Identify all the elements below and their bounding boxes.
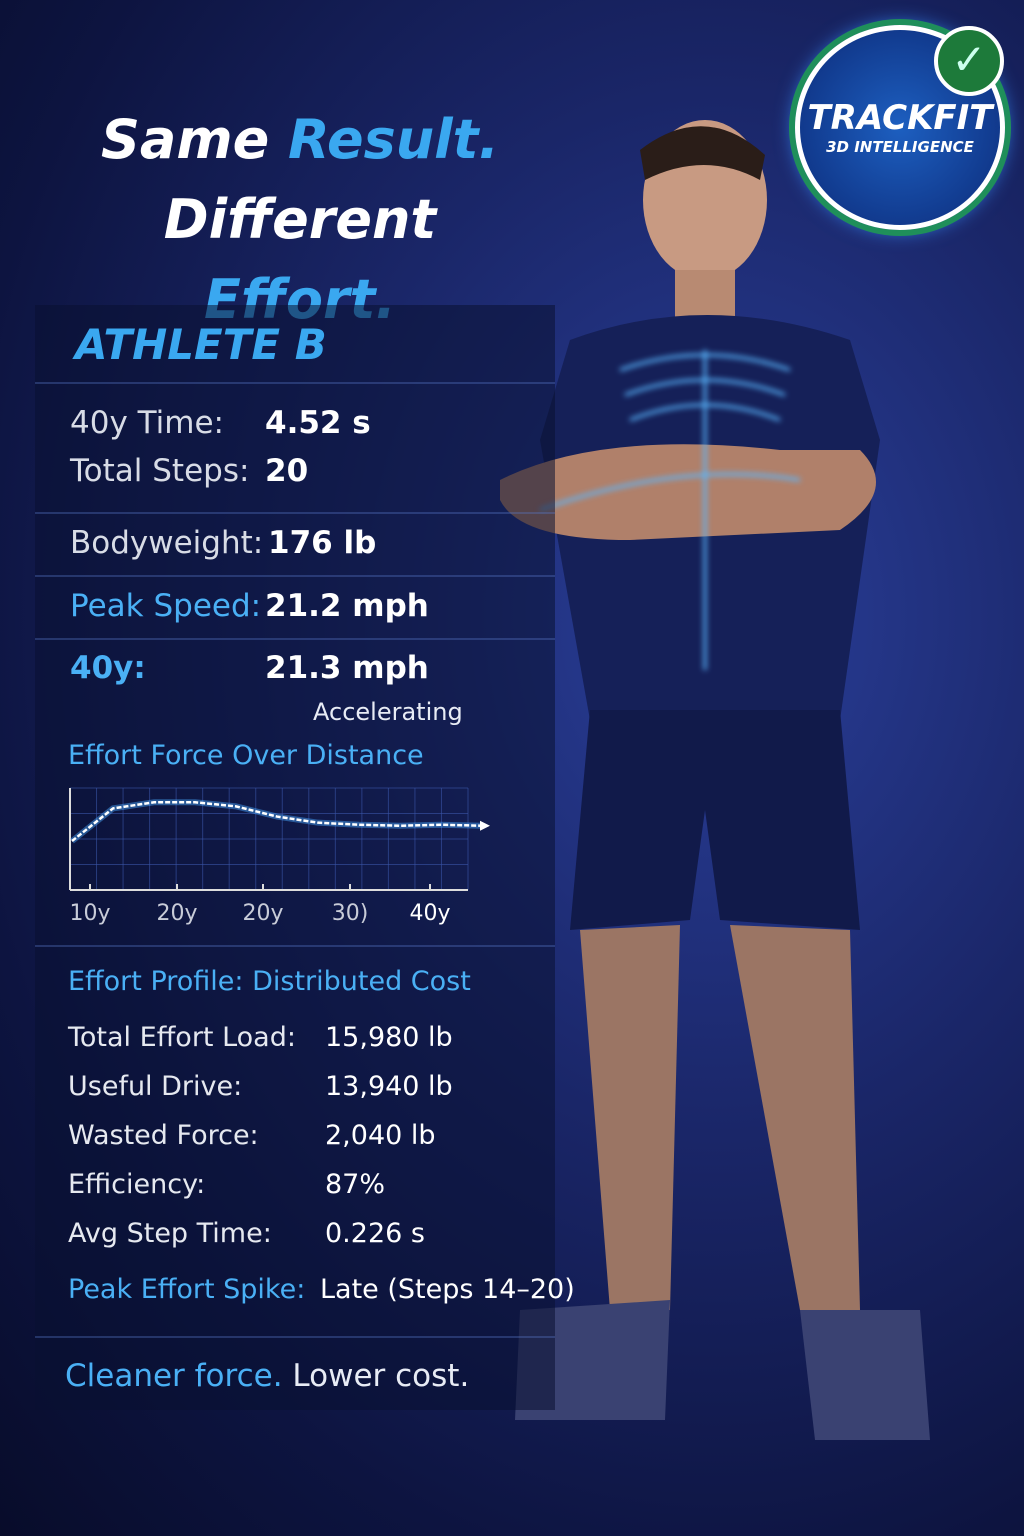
bodyweight-label: Bodyweight: <box>70 525 264 561</box>
chart-title: Effort Force Over Distance <box>68 740 424 771</box>
bodyweight-value: 176 lb <box>268 525 377 561</box>
series-line <box>71 801 483 843</box>
profile-row-value: 0.226 s <box>325 1218 425 1249</box>
x-tick-label: 20y <box>242 901 283 926</box>
series-glow <box>70 799 483 844</box>
x-tick-label: 20y <box>156 901 197 926</box>
spike-value: Late (Steps 14–20) <box>320 1274 575 1305</box>
footer-tagline: Cleaner force. Lower cost. <box>65 1358 470 1394</box>
profile-row-label: Wasted Force: <box>68 1120 259 1151</box>
divider <box>35 638 555 640</box>
athlete-name: ATHLETE B <box>75 320 327 369</box>
headline: Same Result. Different Effort. <box>101 108 499 331</box>
steps-value: 20 <box>265 453 309 489</box>
x-tick-label: 30) <box>332 901 369 926</box>
peak-speed-value: 21.2 mph <box>265 588 429 624</box>
profile-title: Effort Profile: Distributed Cost <box>68 966 471 997</box>
time-value: 4.52 s <box>265 405 371 441</box>
spike-label: Peak Effort Spike: <box>68 1274 306 1305</box>
divider <box>35 575 555 577</box>
forty-note: Accelerating <box>313 698 463 726</box>
time-label: 40y Time: <box>70 405 224 441</box>
divider <box>35 512 555 514</box>
effort-chart: 10y 20y 20y 30) 40y <box>69 787 490 926</box>
divider <box>35 382 555 384</box>
peak-speed-label: Peak Speed: <box>70 588 262 624</box>
x-tick-label: 10y <box>69 901 110 926</box>
divider <box>35 945 555 947</box>
profile-row-value: 87% <box>325 1169 386 1200</box>
forty-value: 21.3 mph <box>265 650 429 686</box>
forty-label: 40y: <box>70 650 146 686</box>
profile-row-value: 2,040 lb <box>325 1120 436 1151</box>
trackfit-logo: TRACKFIT 3D INTELLIGENCE ✓ <box>795 25 1005 230</box>
profile-row-value: 15,980 lb <box>325 1022 453 1053</box>
profile-row-label: Useful Drive: <box>68 1071 243 1102</box>
divider <box>35 1336 555 1338</box>
profile-row-label: Avg Step Time: <box>68 1218 272 1249</box>
profile-row-label: Efficiency: <box>68 1169 206 1200</box>
x-tick-label: 40y <box>409 901 450 926</box>
profile-row-value: 13,940 lb <box>325 1071 453 1102</box>
profile-row-label: Total Effort Load: <box>68 1022 296 1053</box>
steps-label: Total Steps: <box>70 453 250 489</box>
athlete-figure <box>500 120 930 1440</box>
check-icon: ✓ <box>934 26 1004 96</box>
series-arrow <box>480 820 490 831</box>
